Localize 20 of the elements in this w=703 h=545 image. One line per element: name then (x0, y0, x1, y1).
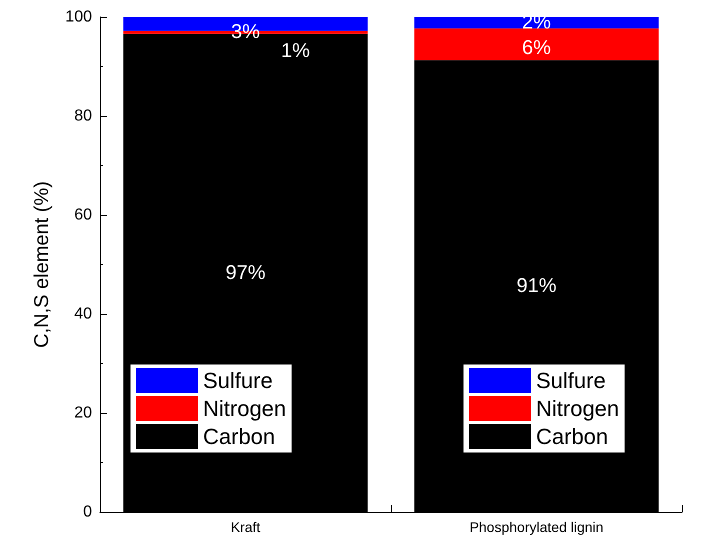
legend-label: Sulfure (203, 368, 273, 393)
data-label: 1% (281, 40, 310, 62)
y-tick-label: 60 (74, 206, 92, 224)
y-tick-label: 20 (74, 404, 92, 422)
data-label: 97% (225, 262, 266, 284)
legend-label: Carbon (203, 424, 276, 449)
data-label: 91% (516, 275, 557, 298)
x-tick-label: Kraft (230, 519, 260, 535)
text: Sulfure (536, 368, 606, 393)
text: Nitrogen (536, 396, 620, 421)
data-label: 3% (231, 20, 260, 43)
data-label: 6% (522, 37, 552, 60)
y-tick-label: 0 (83, 504, 92, 520)
legend-label: Nitrogen (203, 396, 286, 421)
y-tick-label: 40 (74, 306, 92, 322)
x-tick-label: Phosphorylated lignin (470, 519, 604, 535)
y-tick-label: 80 (74, 108, 92, 124)
y-tick-label: 100 (65, 8, 92, 26)
text: Carbon (536, 424, 608, 449)
y-axis-title: C,N,S element (%) (31, 181, 53, 348)
